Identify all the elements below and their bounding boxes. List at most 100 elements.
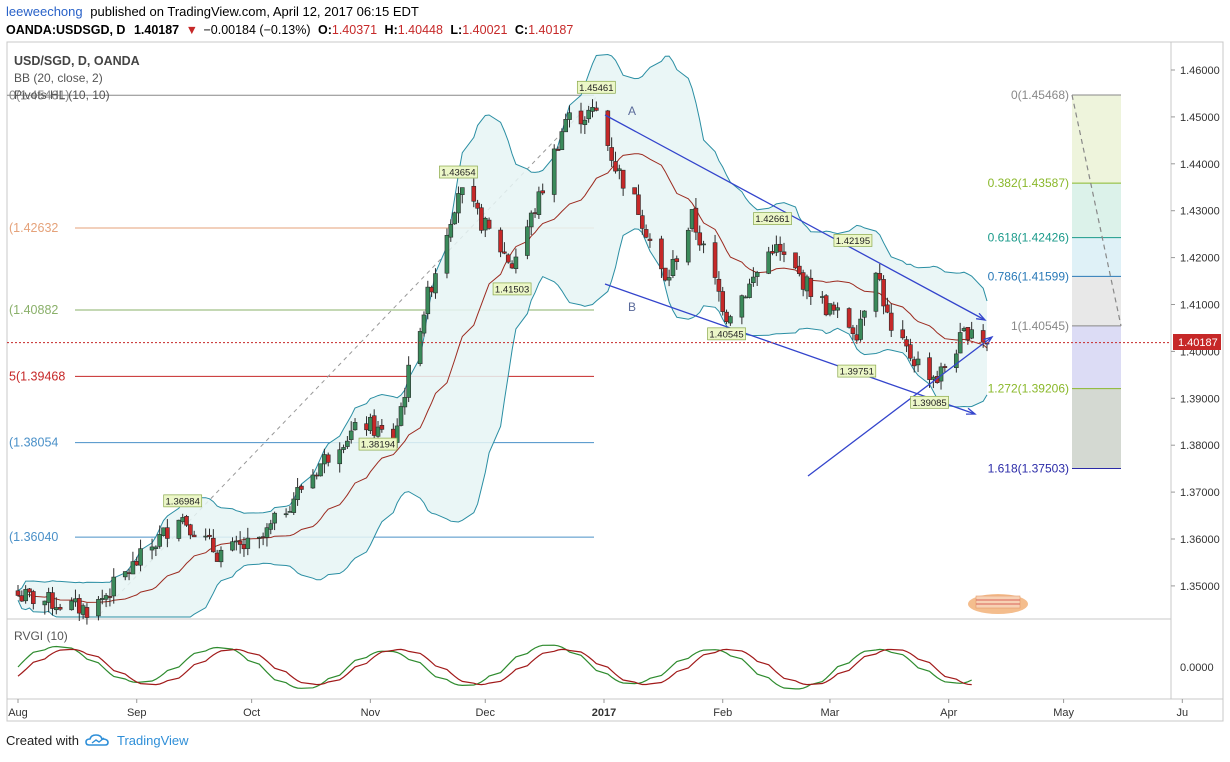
fib-ret-label: (1.42632 (9, 221, 58, 235)
candle-body (620, 169, 626, 189)
bb-fill-area (18, 54, 987, 617)
pivot-label-text: 1.42195 (836, 236, 870, 247)
candle-body (800, 272, 806, 290)
rvgi-zero-label: 0.0000 (1180, 662, 1214, 674)
candle-body (126, 572, 132, 574)
pivot-label-text: 1.40545 (709, 329, 743, 340)
candle-up (218, 546, 224, 568)
candle-down (888, 303, 894, 337)
candle-up (421, 311, 427, 337)
candle-body (153, 546, 159, 550)
candle-body (502, 251, 507, 254)
candle-body (314, 474, 320, 477)
candle-down (540, 183, 546, 196)
candle-body (835, 307, 840, 311)
candle-body (781, 251, 787, 255)
candle-body (379, 425, 385, 430)
candle-body (402, 397, 408, 408)
candle-down (609, 137, 614, 167)
candle-down (211, 529, 216, 553)
candle-body (214, 552, 220, 562)
candle-body (161, 527, 166, 536)
candle-up (551, 144, 557, 203)
candle-down (479, 203, 484, 234)
candle-up (459, 187, 465, 204)
pivot-label-bg (833, 234, 873, 247)
candle-body (689, 209, 695, 229)
candle-up (161, 527, 166, 537)
time-axis[interactable] (6, 698, 1224, 722)
pivot-label-bg (707, 327, 746, 341)
candle-body (452, 212, 457, 225)
last-price: 1.40187 (134, 23, 179, 37)
candle-body (99, 598, 105, 600)
candle-body (908, 344, 913, 359)
candle-up (425, 280, 431, 320)
current-price-tag-bg (1173, 334, 1221, 350)
candle-down (639, 209, 645, 235)
price-tick-label: 1.37000 (1180, 487, 1220, 499)
candle-up (69, 597, 74, 611)
pivot-label-bg (576, 80, 616, 94)
candle-body (425, 286, 431, 315)
candle-body (456, 193, 461, 214)
candle-body (84, 607, 90, 618)
author-link[interactable]: leeweechong (6, 4, 83, 19)
pivot-label-text: 1.36984 (166, 496, 200, 507)
time-tick-label: Nov (361, 707, 381, 719)
footer: Created with TradingView (6, 730, 189, 750)
candle-up (858, 310, 863, 342)
candle-body (188, 524, 193, 536)
candle-body (528, 212, 534, 228)
candle-down (846, 307, 852, 329)
pivot-label: 1.36984 (163, 494, 203, 507)
candle-down (613, 151, 618, 174)
candle-down (693, 198, 699, 241)
candle-body (325, 454, 331, 463)
candle-body (774, 244, 779, 253)
high-label: H: (385, 23, 398, 37)
candle-down (505, 253, 511, 264)
candle-up (728, 314, 733, 326)
candle-body (417, 331, 423, 364)
candle-body (364, 423, 369, 431)
candle-body (291, 498, 297, 513)
candle-up (586, 105, 591, 123)
pivot-label-bg (439, 165, 478, 179)
fib-ret-label: 0(1.45461) (9, 88, 69, 102)
candle-up (969, 321, 974, 340)
candle-body (636, 194, 641, 215)
candle-body (617, 168, 622, 171)
trendline-arrow-icon (983, 335, 994, 345)
candle-body (375, 426, 381, 437)
candle-body (475, 202, 480, 209)
candle-body (674, 258, 680, 262)
candle-body (724, 311, 729, 323)
fib-ext-zone (1072, 325, 1121, 389)
rvgi-pane[interactable] (6, 618, 1172, 700)
candle-body (823, 295, 829, 316)
candle-body (256, 536, 262, 539)
candle-up (375, 420, 381, 438)
candle-up (701, 240, 706, 254)
candle-down (662, 267, 668, 282)
candle-down (31, 589, 36, 610)
candle-up (525, 219, 530, 260)
candle-body (283, 513, 289, 516)
candle-body (942, 366, 948, 368)
candle-body (536, 191, 542, 215)
candle-down (498, 227, 503, 258)
candle-body (850, 327, 856, 334)
pivot-label: 1.39751 (837, 364, 877, 378)
candle-body (954, 353, 959, 369)
tradingview-link[interactable]: TradingView (116, 732, 189, 748)
candle-up (559, 128, 565, 151)
candle-body (540, 190, 546, 194)
price-axis[interactable] (1170, 41, 1224, 700)
candle-up (739, 294, 745, 325)
candle-body (234, 540, 239, 543)
candle-up (264, 523, 270, 547)
candle-down (471, 178, 477, 208)
candle-up (23, 585, 28, 604)
